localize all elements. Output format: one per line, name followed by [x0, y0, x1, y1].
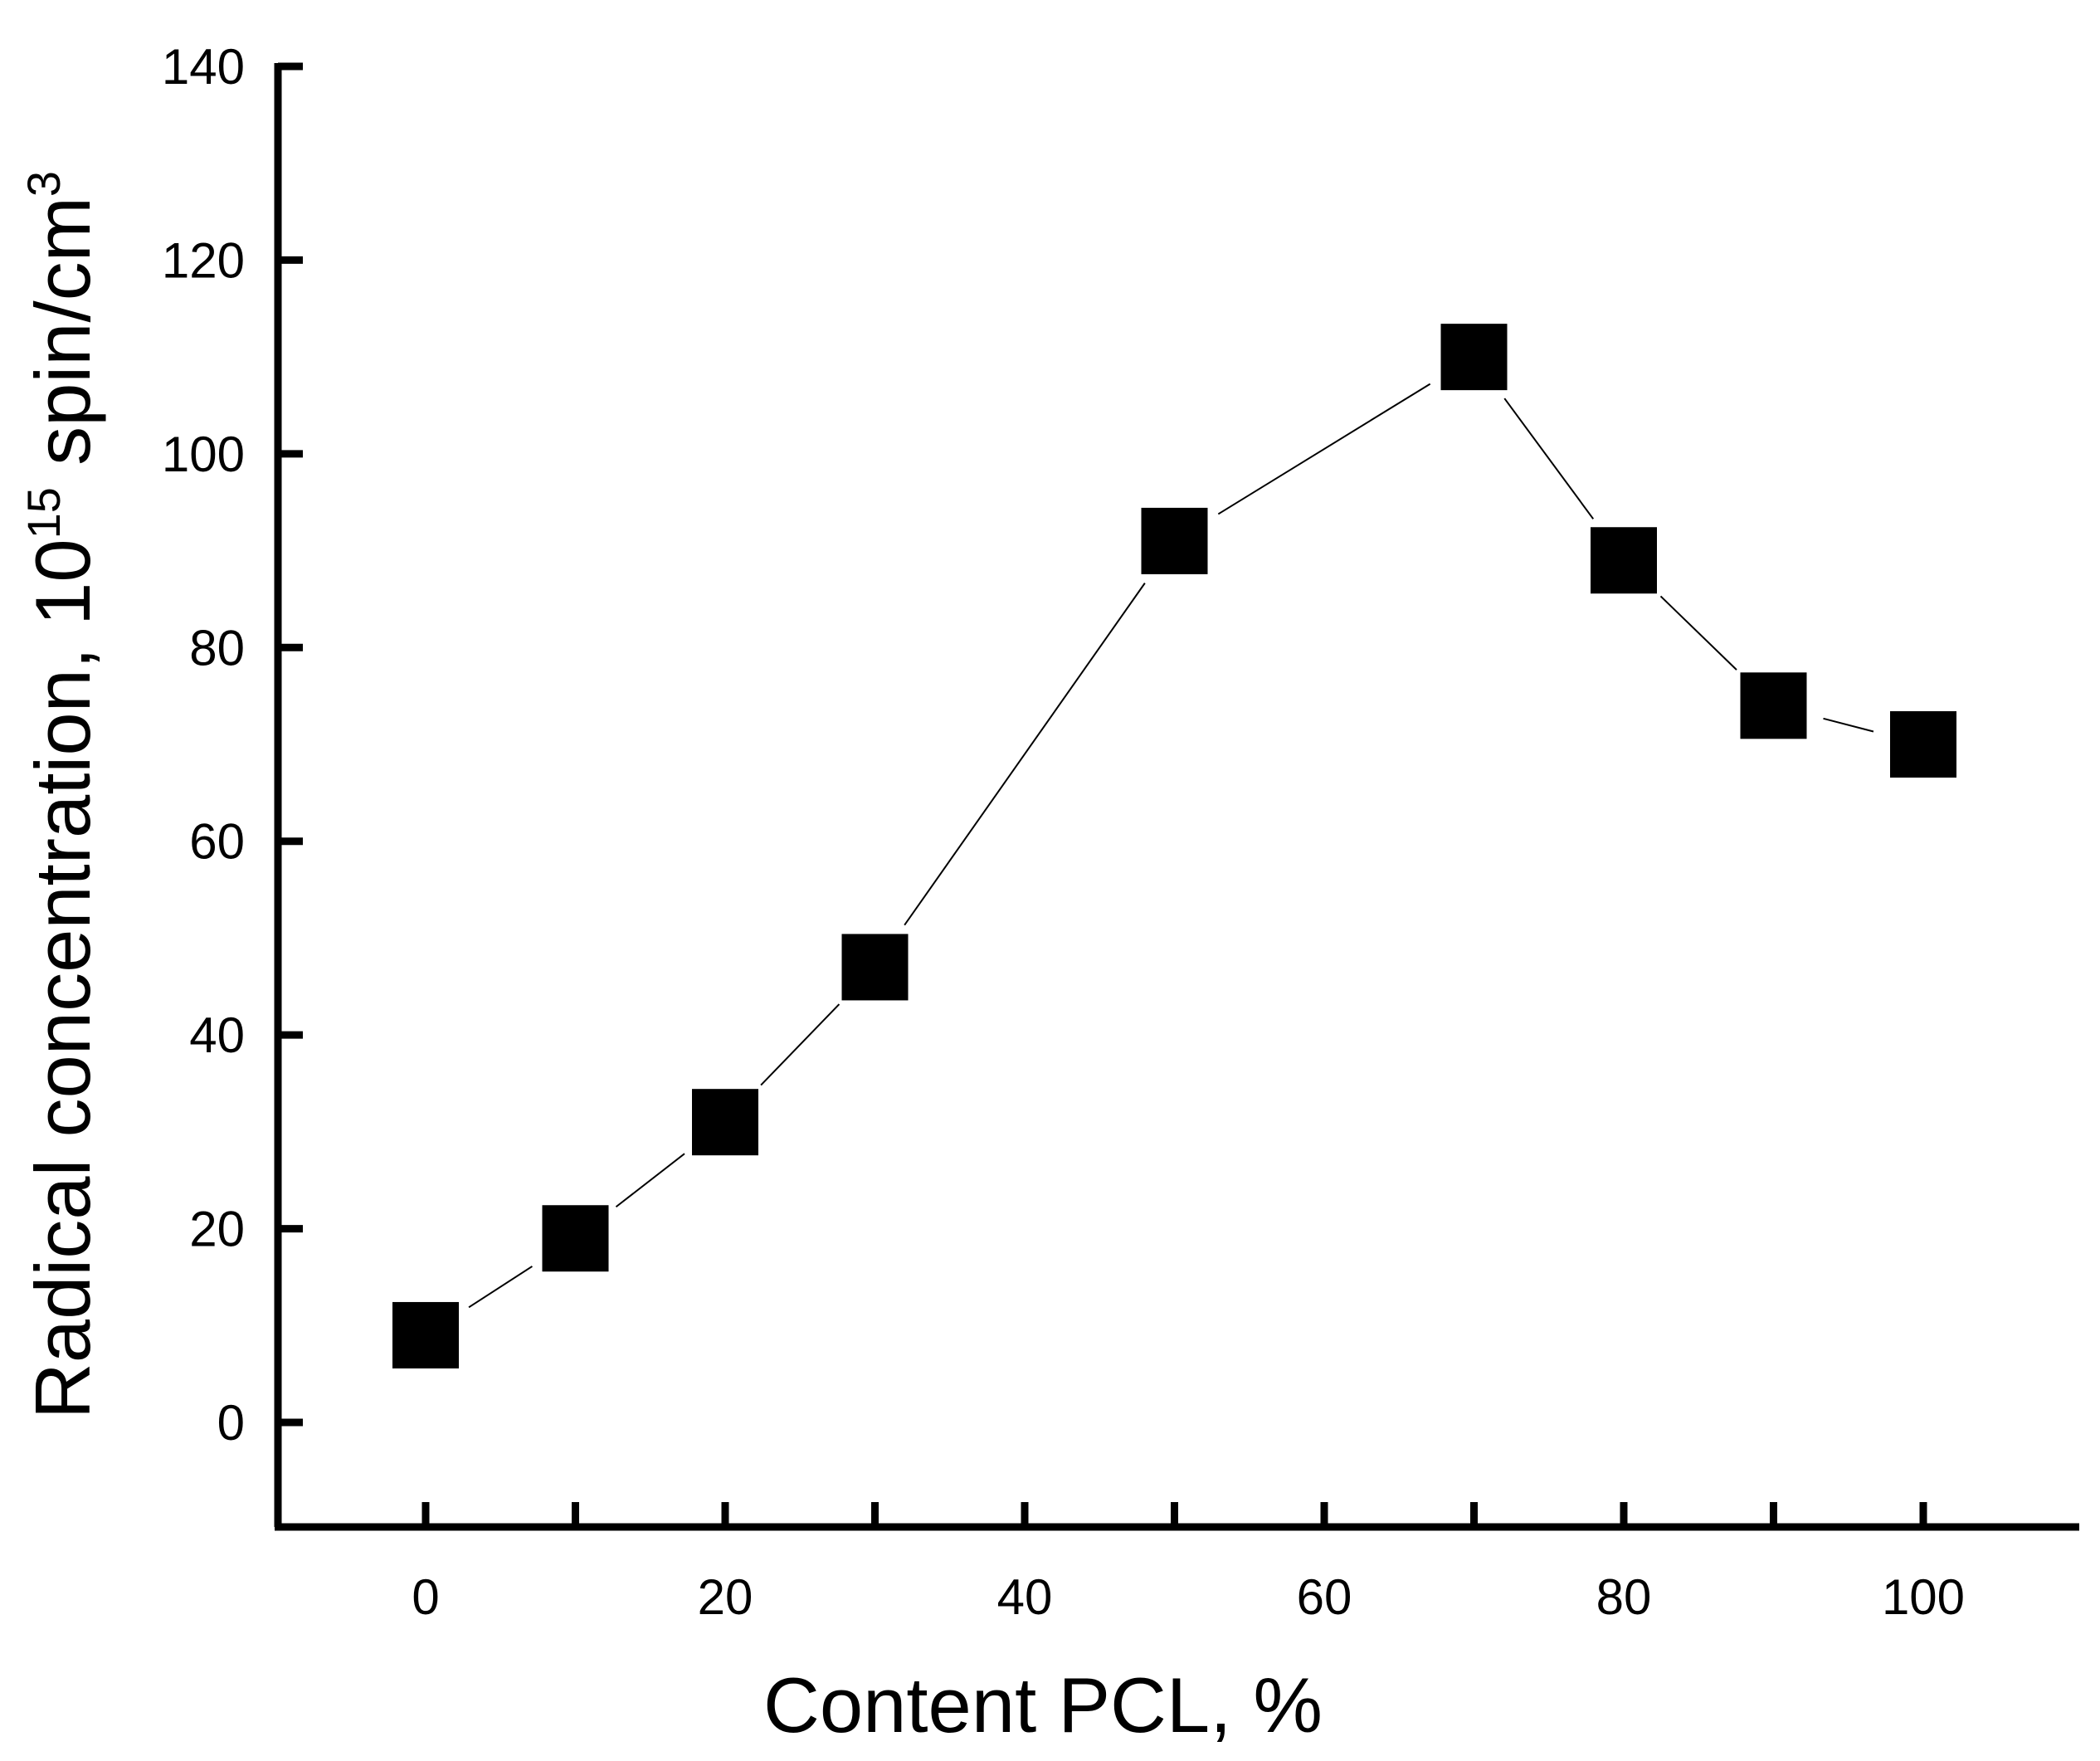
- data-point-marker: [1740, 672, 1807, 739]
- series-line-segment: [1659, 595, 1737, 671]
- y-tick-label: 20: [189, 1202, 245, 1257]
- y-tick-label: 40: [189, 1007, 245, 1063]
- y-axis-title-prefix: Radical concentration, 10: [19, 539, 106, 1419]
- y-tick-label: 0: [217, 1395, 245, 1451]
- y-axis-title-exponent-1: 15: [17, 487, 70, 539]
- series-line-segment: [904, 583, 1146, 926]
- data-point-marker: [542, 1205, 609, 1272]
- x-tick-label: 40: [997, 1569, 1053, 1625]
- x-tick-label: 60: [1297, 1569, 1352, 1625]
- y-tick-label: 100: [162, 427, 245, 482]
- ticks: [278, 62, 1927, 1527]
- series-line-segment: [615, 1153, 685, 1208]
- series-line-segment: [1503, 398, 1595, 520]
- data-point-marker: [1890, 711, 1956, 778]
- series-line-segment: [760, 1003, 840, 1086]
- x-axis-title: Content PCL, %: [763, 1661, 1323, 1749]
- x-tick-label: 80: [1596, 1569, 1652, 1625]
- y-axis-title-exponent-2: 3: [17, 171, 70, 197]
- series-line-segment: [1217, 383, 1431, 515]
- data-point-marker: [692, 1089, 758, 1156]
- data-point-marker: [392, 1301, 459, 1368]
- y-axis-title-middle: spin/cm: [19, 197, 106, 487]
- x-tick-label: 100: [1882, 1569, 1965, 1625]
- y-axis-title: Radical concentration, 1015 spin/cm3: [17, 171, 106, 1419]
- series-line-group: [468, 383, 1874, 1309]
- series-line-segment: [1823, 717, 1874, 733]
- data-point-marker: [1591, 527, 1657, 594]
- data-point-marker: [841, 934, 909, 1001]
- y-tick-label: 60: [189, 814, 245, 870]
- data-point-marker: [1141, 507, 1208, 574]
- x-tick-label: 0: [412, 1569, 439, 1625]
- y-tick-label: 80: [189, 620, 245, 676]
- y-tick-label: 140: [162, 39, 245, 95]
- x-tick-label: 20: [698, 1569, 753, 1625]
- series-line-segment: [468, 1266, 533, 1309]
- series-marker-group: [392, 324, 1956, 1368]
- data-point-marker: [1440, 324, 1508, 391]
- tick-labels: 0 20 40 60 80 100 120 140 0 20 40 60 80 100: [162, 39, 1965, 1625]
- y-tick-label: 120: [162, 232, 245, 288]
